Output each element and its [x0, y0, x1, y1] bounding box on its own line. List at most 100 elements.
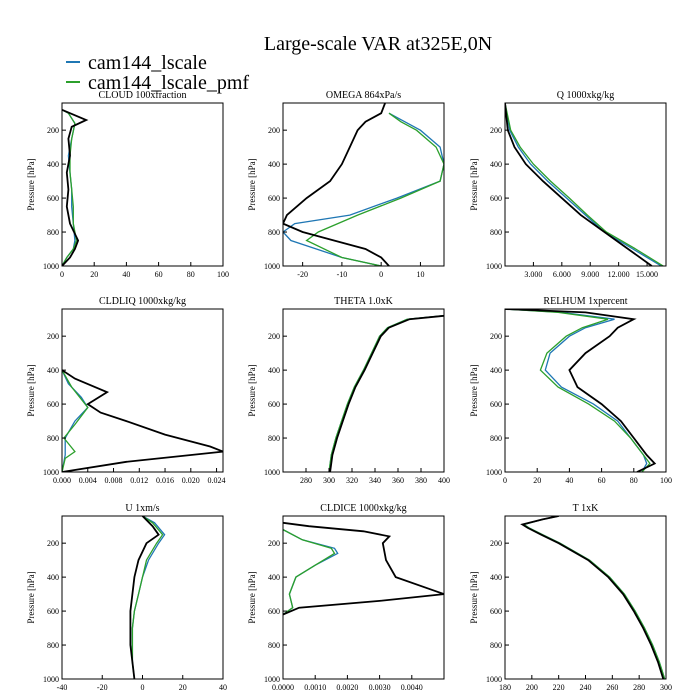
- u-x-tick-label: -20: [97, 683, 108, 692]
- relhum-x-tick-label: 80: [630, 476, 638, 485]
- theta-x-tick-label: 300: [323, 476, 335, 485]
- omega-panel-title: OMEGA 864xPa/s: [326, 90, 401, 101]
- cldliq-y-tick-label: 200: [47, 332, 59, 341]
- theta-panel-title: THETA 1.0xK: [334, 296, 393, 307]
- u-y-tick-label: 1000: [43, 675, 59, 684]
- cldice-plot-frame: [282, 515, 445, 680]
- u-x-tick-label: 40: [219, 683, 227, 692]
- theta-y-tick-label: 1000: [264, 468, 280, 477]
- theta-plot-frame: [282, 308, 445, 473]
- theta-x-tick-label: 400: [438, 476, 450, 485]
- t-x-tick-label: 240: [580, 683, 592, 692]
- relhum-x-tick-label: 60: [598, 476, 606, 485]
- q-y-tick-label: 800: [490, 228, 502, 237]
- panel-cldliq: CLDLIQ 1000xkg/kg Pressure [hPa] 200 400 600…: [26, 296, 226, 485]
- t-panel-title: T 1xK: [573, 503, 599, 514]
- cldice-y-tick-label: 600: [268, 607, 280, 616]
- relhum-x-tick-label: 20: [533, 476, 541, 485]
- cloud-x-tick-label: 40: [122, 270, 130, 279]
- cldliq-x-tick-label: 0.012: [130, 476, 148, 485]
- relhum-y-tick-label: 400: [490, 366, 502, 375]
- q-line-cam144-lscale: [505, 103, 662, 266]
- q-y-tick-label: 200: [490, 126, 502, 135]
- q-x-tick-label: 12.000: [608, 270, 630, 279]
- cldliq-plot-frame: [61, 308, 224, 473]
- legend-label-lscale-pmf: cam144_lscale_pmf: [88, 72, 249, 94]
- t-y-axis-label: Pressure [hPa]: [469, 571, 479, 623]
- cldliq-line-cam144-lscale: [62, 369, 89, 472]
- relhum-line-cam144-lscale-pmf: [505, 309, 651, 472]
- q-y-tick-label: 600: [490, 194, 502, 203]
- relhum-plot-frame: [504, 308, 667, 473]
- cldliq-x-tick-label: 0.024: [208, 476, 226, 485]
- u-line-cam144-lscale-pmf: [131, 516, 164, 679]
- cldliq-x-tick-label: 0.000: [53, 476, 71, 485]
- u-x-tick-label: 0: [141, 683, 145, 692]
- u-y-tick-label: 600: [47, 607, 59, 616]
- figure-title: Large-scale VAR at325E,0N: [264, 33, 492, 55]
- cloud-line-cam144-lscale-pmf: [62, 109, 78, 266]
- panel-cldice: CLDICE 1000xkg/kg Pressure [hPa] 200 400 600…: [247, 503, 445, 692]
- cloud-panel-title: CLOUD 100xfraction: [98, 90, 186, 101]
- q-y-axis-label: Pressure [hPa]: [469, 158, 479, 210]
- theta-y-tick-label: 800: [268, 434, 280, 443]
- cldliq-panel-title: CLDLIQ 1000xkg/kg: [99, 296, 186, 307]
- omega-y-tick-label: 400: [268, 160, 280, 169]
- cloud-y-axis-label: Pressure [hPa]: [26, 158, 36, 210]
- cldliq-x-tick-label: 0.020: [182, 476, 200, 485]
- theta-line-cam144-lscale: [328, 315, 443, 472]
- u-y-axis-label: Pressure [hPa]: [26, 571, 36, 623]
- omega-x-tick-label: -20: [297, 270, 308, 279]
- relhum-y-tick-label: 200: [490, 332, 502, 341]
- cloud-x-tick-label: 20: [90, 270, 98, 279]
- relhum-y-tick-label: 800: [490, 434, 502, 443]
- t-plot-frame: [504, 515, 667, 680]
- t-x-tick-label: 200: [526, 683, 538, 692]
- cldliq-y-tick-label: 1000: [43, 468, 59, 477]
- relhum-line-cam144-lscale: [505, 309, 648, 472]
- relhum-x-tick-label: 40: [565, 476, 573, 485]
- theta-x-tick-label: 380: [415, 476, 427, 485]
- omega-plot-frame: [282, 102, 445, 267]
- cldice-x-tick-label: 0.0000: [272, 683, 294, 692]
- theta-y-tick-label: 200: [268, 332, 280, 341]
- cldliq-x-tick-label: 0.016: [156, 476, 174, 485]
- relhum-line-reference: [505, 309, 657, 472]
- cldliq-line-reference: [62, 369, 223, 472]
- cldice-x-tick-label: 0.0010: [304, 683, 326, 692]
- q-y-tick-label: 400: [490, 160, 502, 169]
- t-y-tick-label: 600: [490, 607, 502, 616]
- cldice-y-tick-label: 400: [268, 573, 280, 582]
- cldice-x-tick-label: 0.0030: [369, 683, 391, 692]
- cldliq-y-axis-label: Pressure [hPa]: [26, 364, 36, 416]
- cldliq-x-tick-label: 0.004: [79, 476, 97, 485]
- u-x-tick-label: 20: [179, 683, 187, 692]
- cldliq-y-tick-label: 400: [47, 366, 59, 375]
- q-line-reference: [505, 103, 653, 266]
- t-x-tick-label: 220: [553, 683, 565, 692]
- u-y-tick-label: 800: [47, 641, 59, 650]
- cloud-x-tick-label: 100: [217, 270, 229, 279]
- u-line-reference: [129, 516, 160, 679]
- omega-y-tick-label: 600: [268, 194, 280, 203]
- t-x-tick-label: 300: [660, 683, 672, 692]
- t-y-tick-label: 200: [490, 539, 502, 548]
- theta-y-tick-label: 400: [268, 366, 280, 375]
- relhum-y-axis-label: Pressure [hPa]: [469, 364, 479, 416]
- theta-x-tick-label: 280: [300, 476, 312, 485]
- t-line-reference: [520, 516, 665, 679]
- u-plot-frame: [61, 515, 224, 680]
- u-x-tick-label: -40: [57, 683, 68, 692]
- t-line-cam144-lscale-pmf: [522, 516, 666, 679]
- theta-y-axis-label: Pressure [hPa]: [247, 364, 257, 416]
- omega-line-cam144-lscale-pmf: [305, 112, 444, 266]
- relhum-y-tick-label: 600: [490, 400, 502, 409]
- u-panel-title: U 1xm/s: [125, 503, 159, 514]
- cldliq-y-tick-label: 800: [47, 434, 59, 443]
- cloud-x-tick-label: 0: [60, 270, 64, 279]
- t-y-tick-label: 800: [490, 641, 502, 650]
